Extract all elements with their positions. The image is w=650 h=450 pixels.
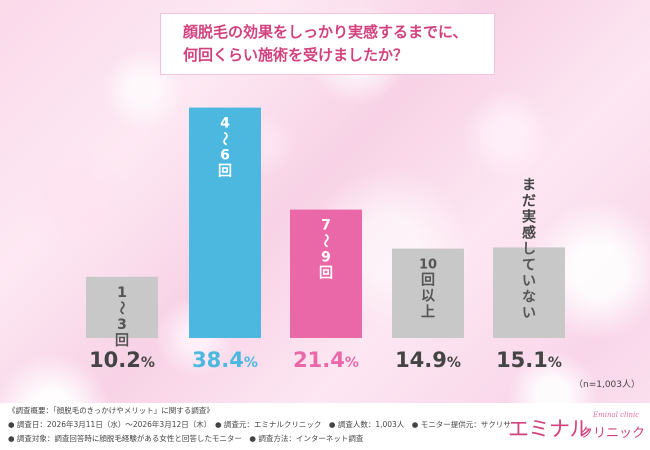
- bar-chart: 1〜3回10.2%4〜6回38.4%7〜9回21.4%10回以上14.9%まだ実…: [86, 107, 640, 390]
- bar-2: [189, 107, 261, 338]
- category-label-2-char-4: 回: [218, 164, 232, 180]
- category-label-5-char-8: な: [522, 289, 536, 305]
- category-label-4-char-1: 10: [419, 258, 437, 273]
- category-label-5-char-4: 感: [522, 224, 536, 241]
- logo-sub-text: Eminal clinic: [593, 411, 640, 419]
- category-label-5-char-9: い: [522, 305, 536, 321]
- category-label-3-char-1: 7: [321, 218, 331, 234]
- survey-overview: 《調査概要：「顔脱毛のきっかけやメリット」に関する調査》: [8, 406, 214, 415]
- category-label-4-char-2: 回: [421, 273, 435, 289]
- eminal-clinic-logo: エミナル Eminal clinic クリニック: [508, 409, 648, 445]
- category-label-4-char-4: 上: [421, 305, 435, 321]
- category-label-1-char-2: 〜: [113, 301, 129, 315]
- logo-main-text: エミナル: [508, 417, 591, 441]
- bar-1: [86, 276, 158, 338]
- value-label-5: 15.1%: [496, 348, 562, 372]
- category-label-5-char-2: だ: [522, 193, 536, 209]
- logo-kana-text: クリニック: [580, 426, 646, 441]
- category-label-5-char-7: い: [522, 273, 536, 289]
- survey-details-1: ● 調査日：2026年3月11日（水）〜2026年3月12日（木） ● 調査元：…: [8, 420, 511, 429]
- category-label-2-char-3: 6: [220, 148, 230, 164]
- survey-details-2: ● 調査対象：調査回答時に顔脱毛経験がある女性と回答したモニター ● 調査方法：…: [8, 434, 364, 443]
- category-label-5-char-5: し: [522, 241, 536, 257]
- sample-size-note: （n=1,003人）: [574, 379, 640, 390]
- category-label-5-char-1: ま: [522, 177, 536, 193]
- category-label-1-char-4: 回: [115, 333, 129, 349]
- category-label-3-char-2: 〜: [317, 234, 333, 248]
- bar-5: [493, 247, 565, 338]
- category-label-3-char-4: 回: [319, 266, 333, 282]
- bar-3: [290, 209, 362, 338]
- category-label-2-char-1: 4: [220, 116, 230, 132]
- category-label-1-char-3: 3: [117, 317, 127, 333]
- value-label-2: 38.4%: [192, 348, 258, 372]
- question-title-line-1: 顔脱毛の効果をしっかり実感するまでに、: [183, 23, 468, 41]
- question-title-box: 顔脱毛の効果をしっかり実感するまでに、 何回くらい施術を受けましたか？: [160, 13, 495, 75]
- bar-4: [392, 248, 464, 338]
- value-label-1: 10.2%: [89, 348, 155, 372]
- category-label-3-char-3: 9: [321, 250, 331, 266]
- survey-footer: 《調査概要：「顔脱毛のきっかけやメリット」に関する調査》 ● 調査日：2026年…: [0, 403, 650, 450]
- category-label-1-char-1: 1: [117, 285, 127, 301]
- value-label-4: 14.9%: [395, 348, 461, 372]
- category-label-2-char-2: 〜: [216, 132, 232, 146]
- category-label-4-char-3: 以: [421, 289, 435, 305]
- category-label-5-char-3: 実: [522, 208, 536, 225]
- value-label-3: 21.4%: [293, 348, 359, 372]
- category-label-5-char-6: て: [522, 257, 536, 273]
- question-title-line-2: 何回くらい施術を受けましたか？: [183, 46, 409, 64]
